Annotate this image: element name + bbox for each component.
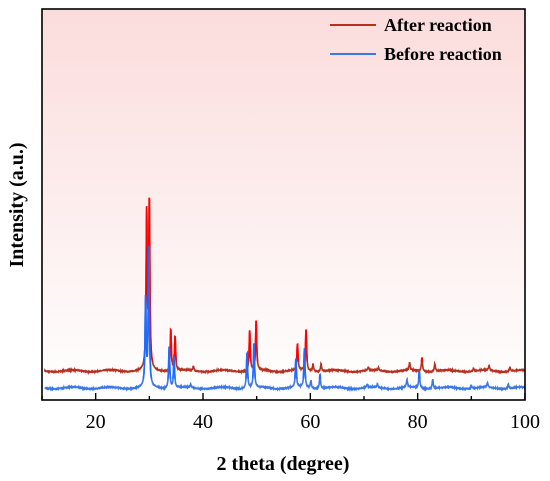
legend-label-after-reaction: After reaction (384, 15, 492, 35)
x-tick-label: 60 (300, 411, 320, 433)
x-tick-label: 40 (193, 411, 213, 433)
x-tick-label: 20 (86, 411, 106, 433)
legend-label-before-reaction: Before reaction (384, 44, 502, 64)
legend: After reaction Before reaction (330, 15, 502, 64)
series-line-before-reaction (44, 246, 526, 393)
x-axis-title: 2 theta (degree) (217, 453, 350, 475)
plot-background (42, 9, 525, 400)
x-tick-label: 80 (408, 411, 428, 433)
x-tick-label: 100 (510, 411, 540, 433)
series-line-after-reaction (43, 197, 526, 376)
plot-frame (41, 8, 526, 401)
y-axis-title: Intensity (a.u.) (6, 142, 28, 267)
